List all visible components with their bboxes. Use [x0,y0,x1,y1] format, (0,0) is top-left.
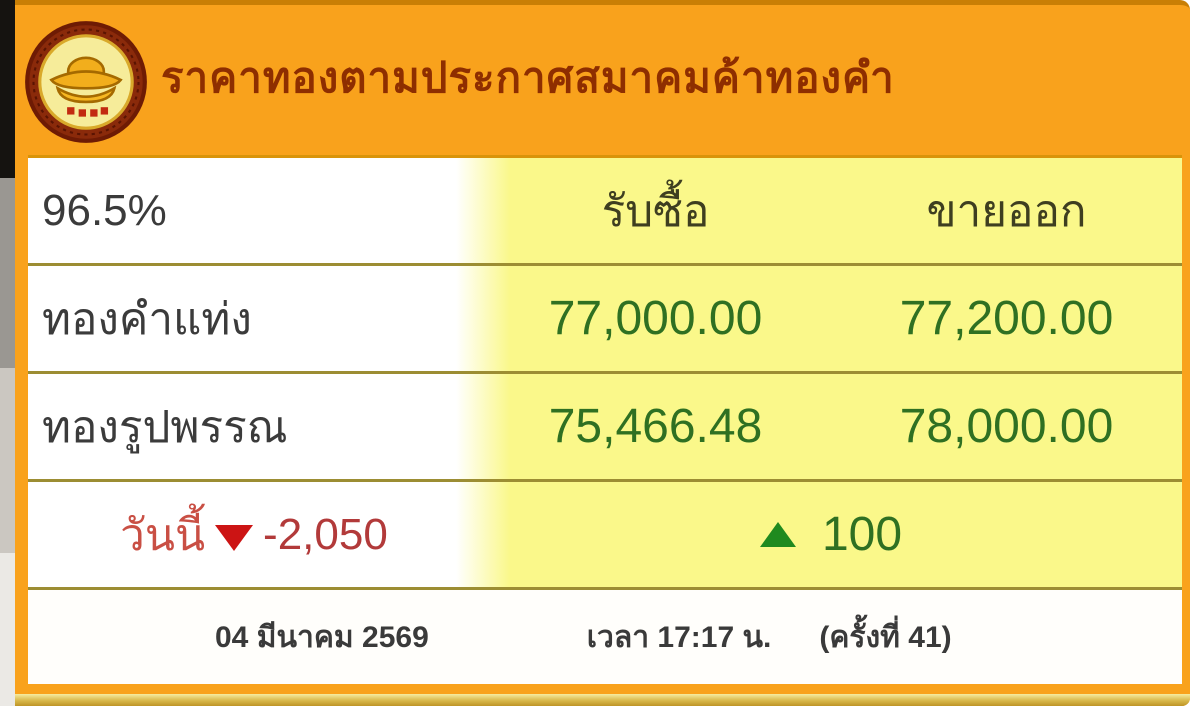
gold-ornament-label: ทองรูปพรรณ [42,402,288,452]
gold-bar-label: ทองคำแท่ง [42,294,252,344]
down-arrow-icon [215,524,254,551]
table-header-row: 96.5% รับซื้อ ขายออก [28,155,1182,263]
today-change-cell: วันนี้ -2,050 [28,500,480,570]
background-strip-gray [0,178,16,368]
background-strip-white [0,553,16,706]
today-change-value: -2,050 [263,509,388,559]
today-label: วันนี้ [120,510,206,560]
widget-header: ราคาทองตามประกาศสมาคมค้าทองคำ [15,5,1190,150]
up-arrow-icon [759,522,796,547]
widget-bottom-border [15,694,1190,706]
table-row-today-change: วันนี้ -2,050 100 [28,479,1182,587]
gold-ornament-buy-price: 75,466.48 [548,400,763,453]
purity-label: 96.5% [42,185,167,235]
footer-time: เวลา 17:17 น. [586,620,772,654]
background-strip [0,0,16,706]
gold-price-widget: ราคาทองตามประกาศสมาคมค้าทองคำ 96.5% รับซ… [15,0,1190,706]
price-table: 96.5% รับซื้อ ขายออก ทองคำแท่ง 77,000.00… [28,155,1182,684]
gold-bar-sell-price: 77,200.00 [899,292,1114,345]
bar-change-cell: 100 [480,507,1182,562]
gold-association-logo-icon [23,19,149,145]
logo-badge-icon [25,21,147,143]
bar-change-value: 100 [821,508,903,561]
table-row-gold-bar: ทองคำแท่ง 77,000.00 77,200.00 [28,263,1182,371]
footer-date: 04 มีนาคม 2569 [215,620,429,654]
background-strip-light [0,368,16,553]
background-strip-dark [0,0,16,178]
widget-title: ราคาทองตามประกาศสมาคมค้าทองคำ [161,53,895,101]
footer-round-number: (ครั้งที่ 41) [819,620,952,654]
buy-column-header: รับซื้อ [601,186,710,236]
table-row-gold-ornament: ทองรูปพรรณ 75,466.48 78,000.00 [28,371,1182,479]
sell-column-header: ขายออก [926,186,1087,236]
gold-bar-buy-price: 77,000.00 [548,292,763,345]
footer-row: 04 มีนาคม 2569 เวลา 17:17 น. (ครั้งที่ 4… [28,587,1182,684]
gold-ornament-sell-price: 78,000.00 [899,400,1114,453]
